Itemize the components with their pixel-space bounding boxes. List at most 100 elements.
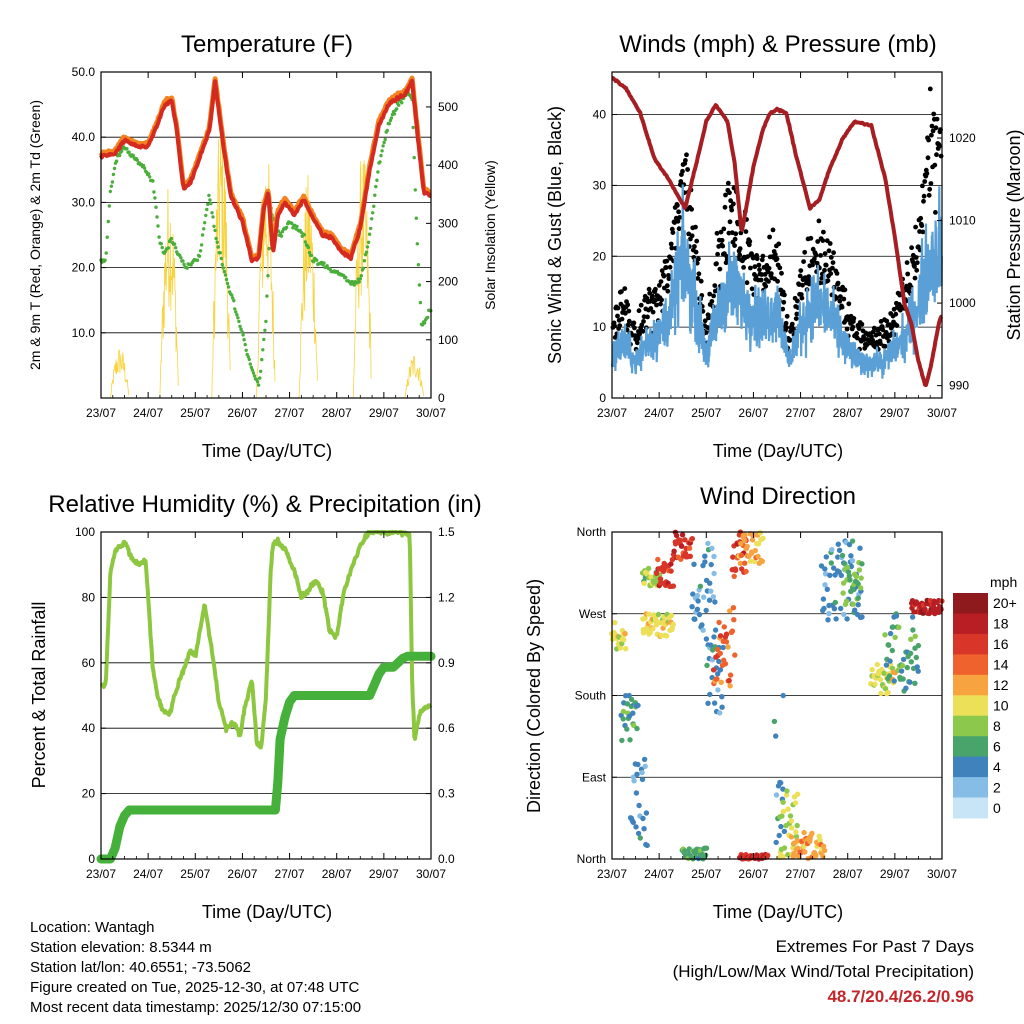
gust-point [810, 262, 815, 268]
direction-cluster [909, 597, 945, 617]
gust-point [637, 331, 642, 337]
direction-point [708, 561, 714, 568]
station-info: Location: Wantagh Station elevation: 8.5… [30, 918, 361, 1018]
direction-point [742, 532, 748, 538]
gust-point [729, 207, 735, 213]
dewpoint-point [382, 140, 386, 145]
gust-point [696, 271, 702, 277]
direction-point [822, 571, 829, 577]
direction-point [908, 659, 914, 665]
gust-point [625, 302, 631, 308]
gust-point [767, 234, 772, 240]
direction-point [738, 552, 745, 559]
dewpoint-point [181, 259, 185, 263]
dewpoint-point [204, 213, 208, 218]
gust-point [747, 239, 753, 244]
dewpoint-point [212, 224, 216, 228]
direction-point [882, 632, 888, 638]
direction-point [655, 611, 662, 618]
x-tick-label: 27/07 [275, 406, 305, 420]
direction-point [843, 598, 850, 604]
gust-point [933, 125, 939, 131]
dewpoint-point [374, 184, 378, 189]
direction-point [856, 567, 863, 573]
gust-point [749, 286, 755, 292]
direction-point [859, 561, 865, 567]
y-tick-label: 80 [82, 590, 96, 604]
direction-point [717, 650, 723, 656]
gust-point [669, 245, 675, 251]
direction-point [913, 654, 919, 661]
dewpoint-point [151, 179, 155, 183]
direction-point [730, 554, 736, 560]
dewpoint-point [247, 357, 251, 362]
direction-point [778, 823, 784, 830]
x-tick-label: 28/07 [322, 406, 352, 420]
gust-point [715, 251, 720, 257]
extremes-title: Extremes For Past 7 Days [775, 937, 974, 956]
direction-point [697, 583, 704, 589]
dewpoint-point [412, 155, 416, 160]
direction-point [855, 595, 861, 601]
y2-tick-label: 500 [438, 100, 458, 114]
direction-point [620, 716, 626, 722]
dewpoint-point [255, 380, 260, 384]
plot-frame [611, 531, 943, 860]
direction-point [732, 567, 739, 574]
x-tick-label: 28/07 [322, 867, 352, 881]
direction-point [891, 678, 897, 684]
gust-point [919, 223, 925, 229]
direction-point [858, 575, 864, 581]
dewpoint-point [262, 337, 266, 342]
dewpoint-point [202, 227, 206, 231]
dewpoint-point [392, 112, 397, 116]
direction-point [691, 561, 697, 567]
gust-point [709, 299, 715, 304]
direction-point [755, 553, 761, 560]
x-tick-label: 24/07 [133, 406, 163, 420]
direction-point [887, 658, 893, 664]
dewpoint-point [248, 362, 252, 366]
gust-point [626, 318, 632, 324]
solar-insolation-line [256, 163, 276, 399]
gust-point [677, 215, 683, 220]
gust-point [646, 286, 652, 292]
direction-point [703, 636, 710, 642]
y2-tick-label: 200 [438, 275, 458, 289]
direction-cluster [840, 559, 865, 608]
gust-point [851, 316, 857, 321]
colorbar-label: 8 [993, 718, 1001, 734]
direction-point [711, 570, 717, 577]
gust-point [784, 325, 789, 330]
figure-created: Figure created on Tue, 2025-12-30, at 07… [30, 979, 360, 996]
dewpoint-point [417, 283, 422, 287]
y2-tick-label: 100 [438, 333, 458, 347]
dewpoint-point [261, 348, 265, 352]
direction-xlabel: Time (Day/UTC) [713, 902, 843, 922]
direction-point [886, 673, 893, 679]
dewpoint-point [239, 327, 243, 331]
direction-point [643, 810, 650, 816]
direction-point [912, 680, 918, 686]
x-tick-label: 25/07 [180, 867, 210, 881]
direction-point [640, 815, 646, 822]
gust-point [806, 274, 812, 279]
direction-point [780, 853, 786, 860]
direction-point [644, 842, 650, 849]
y-tick-label: 40 [593, 108, 607, 122]
gust-point [638, 302, 644, 308]
direction-panel: Wind Direction NorthEastSouthWestNorth23… [524, 483, 1017, 922]
direction-point [844, 616, 850, 622]
winds-ylabel-right: Station Pressure (Maroon) [1004, 129, 1024, 340]
dewpoint-point [267, 246, 271, 251]
dewpoint-point [389, 116, 394, 120]
gust-point [808, 235, 814, 241]
dewpoint-point [380, 149, 384, 153]
direction-point [848, 553, 854, 559]
direction-point [899, 662, 906, 669]
direction-point [900, 656, 907, 663]
dewpoint-point [375, 178, 379, 182]
direction-point [668, 561, 674, 567]
gust-point [893, 311, 899, 317]
direction-point [711, 553, 717, 560]
